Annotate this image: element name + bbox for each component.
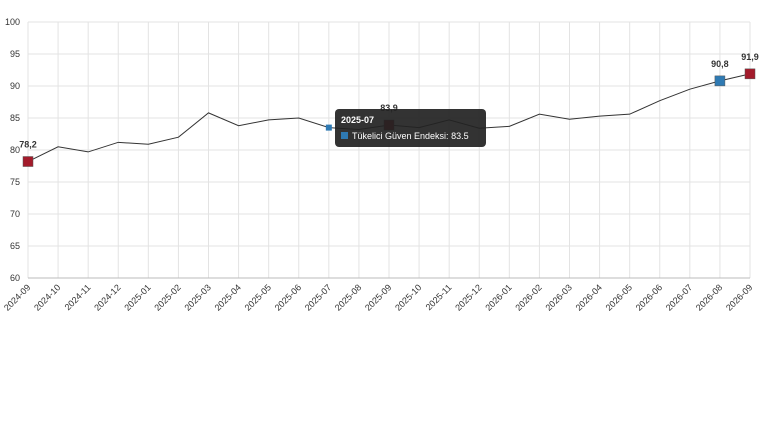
tooltip-box bbox=[335, 109, 486, 147]
data-label: 91,9 bbox=[741, 52, 759, 62]
x-tick-label: 2026-05 bbox=[604, 282, 634, 312]
y-tick-label: 85 bbox=[10, 113, 20, 123]
y-tick-label: 60 bbox=[10, 273, 20, 283]
x-tick-label: 2025-01 bbox=[122, 282, 152, 312]
y-tick-label: 75 bbox=[10, 177, 20, 187]
x-tick-label: 2024-09 bbox=[2, 282, 32, 312]
tooltip-swatch bbox=[341, 132, 348, 139]
hover-marker bbox=[325, 124, 332, 131]
data-label: 90,8 bbox=[711, 59, 729, 69]
x-tick-label: 2026-08 bbox=[694, 282, 724, 312]
y-tick-label: 80 bbox=[10, 145, 20, 155]
tooltip: 2025-07 Tükelici Güven Endeksi: 83.5 bbox=[335, 109, 486, 147]
data-label: 78,2 bbox=[19, 140, 37, 150]
x-tick-label: 2026-02 bbox=[513, 282, 543, 312]
x-tick-label: 2025-10 bbox=[393, 282, 423, 312]
x-tick-label: 2026-09 bbox=[724, 282, 754, 312]
x-tick-label: 2025-06 bbox=[273, 282, 303, 312]
x-tick-label: 2025-04 bbox=[213, 282, 243, 312]
y-tick-label: 100 bbox=[5, 17, 20, 27]
x-tick-label: 2025-05 bbox=[243, 282, 273, 312]
x-tick-label: 2025-02 bbox=[152, 282, 182, 312]
x-tick-label: 2026-03 bbox=[543, 282, 573, 312]
marker bbox=[744, 68, 756, 80]
x-tick-label: 2026-06 bbox=[634, 282, 664, 312]
x-tick-label: 2025-03 bbox=[182, 282, 212, 312]
x-tick-label: 2025-09 bbox=[363, 282, 393, 312]
tooltip-series: Tükelici Güven Endeksi bbox=[352, 131, 446, 141]
data-label: 83,9 bbox=[380, 103, 398, 113]
marker bbox=[22, 156, 34, 167]
y-tick-label: 90 bbox=[10, 81, 20, 91]
tooltip-sep: : bbox=[446, 131, 451, 141]
x-tick-label: 2025-11 bbox=[424, 282, 454, 312]
x-tick-label: 2024-10 bbox=[32, 282, 62, 312]
x-tick-label: 2025-07 bbox=[303, 282, 333, 312]
y-tick-label: 70 bbox=[10, 209, 20, 219]
tooltip-text: Tükelici Güven Endeksi: 83.5 bbox=[352, 131, 469, 141]
tooltip-title: 2025-07 bbox=[341, 115, 374, 125]
x-tick-label: 2025-12 bbox=[453, 282, 483, 312]
x-tick-label: 2026-01 bbox=[483, 282, 513, 312]
y-tick-label: 95 bbox=[10, 49, 20, 59]
tooltip-value: 83.5 bbox=[451, 131, 469, 141]
x-tick-label: 2024-12 bbox=[92, 282, 122, 312]
x-tick-label: 2026-07 bbox=[664, 282, 694, 312]
x-tick-label: 2025-08 bbox=[333, 282, 363, 312]
x-tick-label: 2026-04 bbox=[574, 282, 604, 312]
y-tick-label: 65 bbox=[10, 241, 20, 251]
marker bbox=[714, 75, 726, 87]
x-tick-label: 2024-11 bbox=[63, 282, 93, 312]
